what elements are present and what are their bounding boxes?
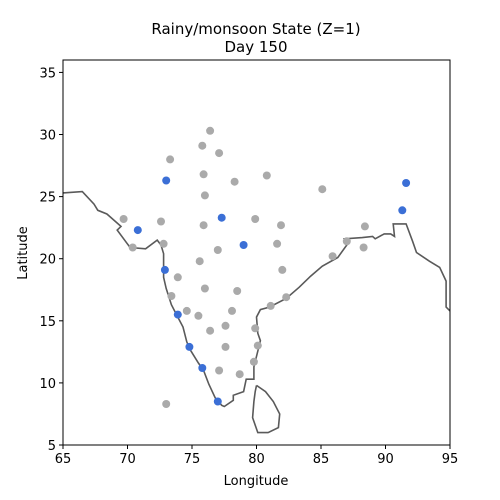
dry-station-point <box>213 246 222 254</box>
x-tick-label: 65 <box>55 452 72 467</box>
dry-station-point <box>195 257 204 266</box>
y-tick-label: 5 <box>48 439 56 454</box>
dry-station-point <box>221 321 230 330</box>
dry-station-point <box>251 215 260 223</box>
x-tick-label: 85 <box>313 452 330 467</box>
dry-station-point <box>159 239 168 248</box>
dry-station-point <box>249 357 258 366</box>
dry-station-point <box>253 341 262 350</box>
dry-station-point <box>262 171 271 180</box>
x-tick-label: 80 <box>248 452 265 467</box>
coastline-path <box>251 384 281 434</box>
dry-station-point <box>200 284 209 293</box>
y-tick-label: 35 <box>39 66 56 81</box>
y-axis-label: Latitude <box>16 226 31 280</box>
points-layer <box>119 126 411 408</box>
dry-station-point <box>282 293 291 302</box>
rainy-station-point <box>398 206 407 215</box>
y-axis: 5 10 15 20 25 30 35 <box>39 66 63 454</box>
dry-station-point <box>277 221 285 230</box>
coastline-layer <box>62 190 451 434</box>
dry-station-point <box>166 155 175 164</box>
dry-station-point <box>251 324 260 333</box>
plot-frame <box>62 59 451 446</box>
x-axis-label: Longitude <box>224 474 289 489</box>
coastline-path <box>62 190 451 408</box>
dry-station-point <box>206 126 215 135</box>
rainy-station-point <box>213 397 222 406</box>
y-tick-label: 15 <box>39 315 56 330</box>
rainy-station-point <box>239 241 248 249</box>
dry-station-point <box>199 221 208 230</box>
dry-station-point <box>215 149 224 158</box>
rainy-station-point <box>160 265 169 274</box>
dry-station-point <box>206 326 215 335</box>
dry-station-point <box>273 239 282 248</box>
dry-station-point <box>173 273 182 282</box>
dry-station-point <box>215 366 224 375</box>
chart-title-line1: Rainy/monsoon State (Z=1) <box>151 20 360 38</box>
x-axis: 65 70 75 80 85 90 95 <box>55 445 459 467</box>
x-tick-label: 95 <box>442 452 459 467</box>
dry-station-point <box>194 311 203 320</box>
dry-station-point <box>198 141 207 150</box>
dry-station-point <box>318 185 327 194</box>
dry-station-point <box>128 243 137 252</box>
rainy-station-point <box>198 364 207 372</box>
dry-station-point <box>228 306 236 315</box>
dry-station-point <box>233 287 242 295</box>
dry-station-point <box>342 237 351 246</box>
rainy-station-point <box>133 226 142 235</box>
rainy-station-point <box>162 176 171 185</box>
dry-station-point <box>167 292 176 300</box>
rainy-station-point <box>173 310 182 319</box>
dry-station-point <box>235 370 244 379</box>
y-tick-label: 30 <box>39 129 56 144</box>
dry-station-point <box>162 400 171 408</box>
dry-station-point <box>119 215 128 223</box>
dry-station-point <box>199 170 208 179</box>
chart-title-line2: Day 150 <box>224 38 287 56</box>
dry-station-point <box>360 222 369 231</box>
dry-station-point <box>359 243 368 252</box>
dry-station-point <box>221 342 230 351</box>
rainy-station-point <box>402 179 411 187</box>
x-tick-label: 70 <box>119 452 136 467</box>
rainy-station-point <box>185 342 194 351</box>
dry-station-point <box>182 306 191 315</box>
dry-station-point <box>328 252 337 261</box>
dry-station-point <box>266 301 275 310</box>
dry-station-point <box>157 217 165 226</box>
dry-station-point <box>278 265 287 274</box>
dry-station-point <box>200 191 209 200</box>
y-tick-label: 25 <box>39 191 56 206</box>
x-tick-label: 75 <box>184 452 201 467</box>
y-tick-label: 10 <box>39 377 56 392</box>
dry-station-point <box>230 177 239 186</box>
y-tick-label: 20 <box>39 253 56 268</box>
x-tick-label: 90 <box>377 452 394 467</box>
rainy-station-point <box>217 213 226 222</box>
